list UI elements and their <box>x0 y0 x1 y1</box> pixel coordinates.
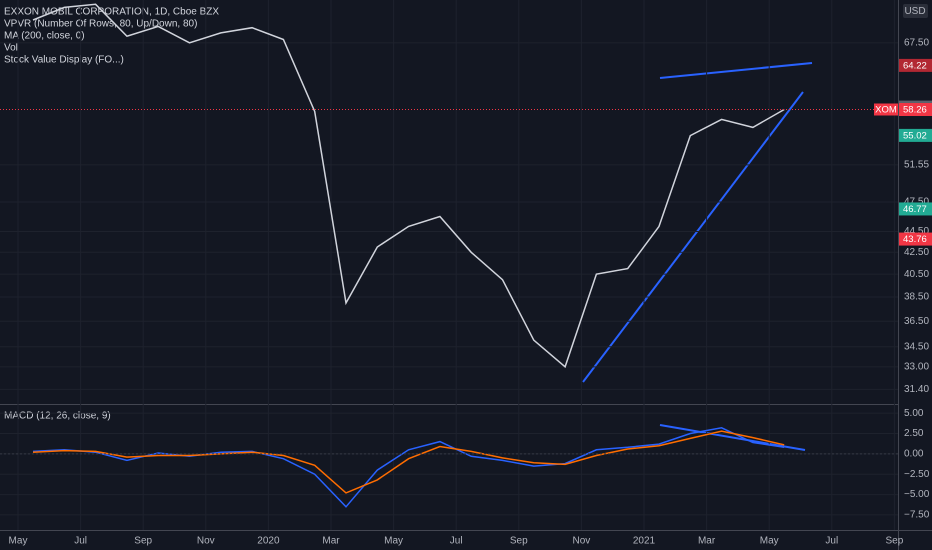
series-line <box>32 3 785 369</box>
x-tick-label: Jul <box>74 536 87 547</box>
trend-line <box>582 91 804 383</box>
x-tick-label: Sep <box>886 536 904 547</box>
y-tick-label: 38.50 <box>904 292 929 303</box>
x-tick-label: Nov <box>197 536 215 547</box>
price-tag-text: 43.76 <box>903 234 927 245</box>
legend-item: MA (200, close, 0) <box>4 31 85 42</box>
y-tick-label: 36.50 <box>904 316 929 327</box>
y-tick-label: −5.00 <box>904 489 930 500</box>
currency-box <box>903 4 928 18</box>
x-tick-label: May <box>760 536 779 547</box>
y-tick-label: 0.00 <box>904 449 924 460</box>
y-tick-label: 67.50 <box>904 37 929 48</box>
y-tick-label: 2.50 <box>904 428 924 439</box>
price-tag <box>899 128 932 142</box>
legend-item: Vol <box>4 43 18 54</box>
trend-line <box>659 424 806 451</box>
y-tick-label: 51.55 <box>904 160 929 171</box>
price-tag-text: 46.77 <box>903 204 927 215</box>
y-tick-label: 34.50 <box>904 341 929 352</box>
y-tick-label: 33.00 <box>904 361 929 372</box>
y-tick-label: 44.50 <box>904 226 929 237</box>
series-line <box>32 430 785 494</box>
price-tag <box>899 232 932 246</box>
y-tick-label: 31.40 <box>904 384 929 395</box>
price-tag <box>899 58 932 72</box>
y-tick-label: 40.50 <box>904 269 929 280</box>
price-tag <box>899 202 932 216</box>
legend-item: VPVR (Number Of Rows, 80, Up/Down, 80) <box>4 19 197 30</box>
x-tick-label: 2020 <box>257 536 280 547</box>
x-tick-label: Mar <box>322 536 340 547</box>
x-tick-label: Sep <box>134 536 152 547</box>
x-tick-label: Nov <box>573 536 591 547</box>
symbol-tag <box>874 103 898 116</box>
x-tick-label: May <box>384 536 403 547</box>
price-tag <box>899 102 932 116</box>
y-tick-label: 47.50 <box>904 197 929 208</box>
symbol-tag-text: XOM <box>875 105 897 116</box>
series-line <box>32 427 785 508</box>
currency: USD <box>904 6 925 17</box>
macd-title: MACD (12, 26, close, 9) <box>4 411 111 422</box>
x-tick-label: Mar <box>698 536 716 547</box>
x-tick-label: Sep <box>510 536 528 547</box>
legend-item: Stock Value Display (FO...) <box>4 55 124 66</box>
x-tick-label: Jul <box>450 536 463 547</box>
y-tick-label: −7.50 <box>904 510 930 521</box>
price-tag-text: 64.22 <box>903 60 927 71</box>
y-tick-label: 5.00 <box>904 408 924 419</box>
x-tick-label: May <box>9 536 28 547</box>
y-tick-label: −2.50 <box>904 469 930 480</box>
price-tag-text: 58.26 <box>903 105 927 116</box>
legend-title: EXXON MOBIL CORPORATION, 1D, Cboe BZX <box>4 7 219 18</box>
y-tick-label: 42.50 <box>904 247 929 258</box>
x-tick-label: Jul <box>825 536 838 547</box>
price-tag-text: 55.02 <box>903 130 927 141</box>
trend-line <box>659 62 813 79</box>
x-tick-label: 2021 <box>633 536 656 547</box>
